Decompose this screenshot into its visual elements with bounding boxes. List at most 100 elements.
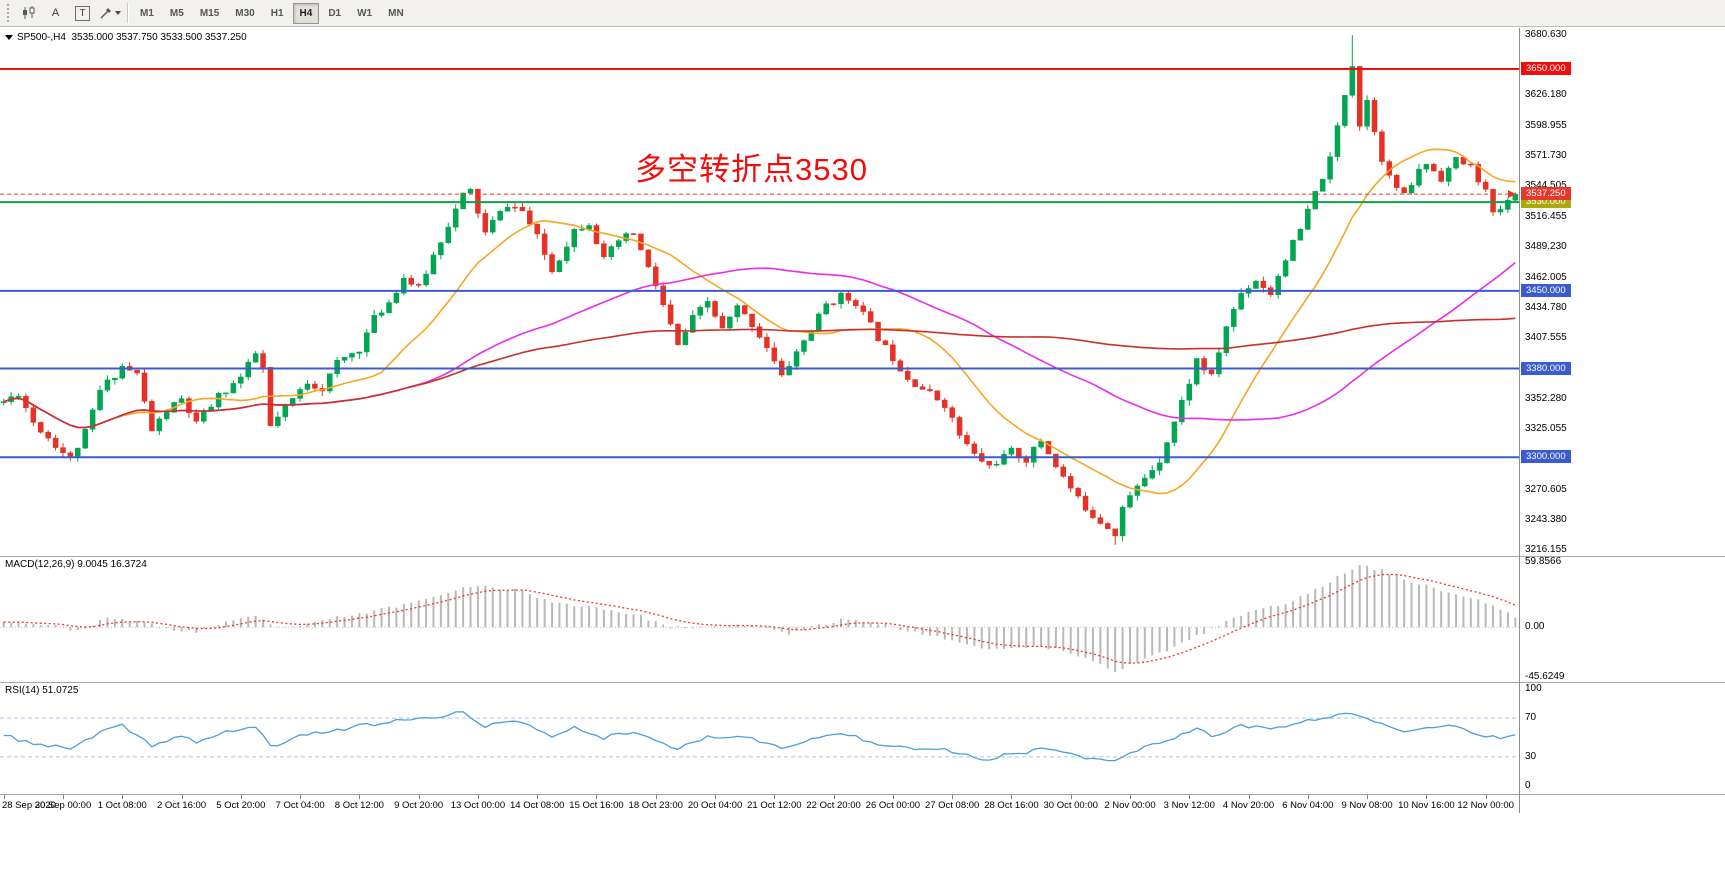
time-axis-label: 21 Oct 12:00 (747, 800, 802, 811)
time-axis-label: 12 Nov 00:00 (1457, 800, 1514, 811)
symbol-ohlc-text: SP500-,H4 3535.000 3537.750 3533.500 353… (17, 32, 247, 43)
time-axis-tick (1485, 795, 1487, 799)
price-axis[interactable]: 3680.630 3626.180 3598.955 3571.730 3544.505… (1520, 0, 1725, 892)
time-axis-tick (655, 795, 657, 799)
time-axis-tick (181, 795, 183, 799)
timeframe-h1[interactable]: H1 (270, 7, 284, 19)
time-axis-tick (1011, 795, 1013, 799)
macd-panel[interactable]: MACD(12,26,9) 9.0045 16.3724 (0, 557, 1519, 682)
time-axis-label: 18 Oct 23:00 (628, 800, 683, 811)
timeframe-m1[interactable]: M1 (140, 7, 154, 19)
time-axis-tick (1189, 795, 1191, 799)
textbox-tool-label: T (75, 5, 90, 21)
time-axis-label: 8 Oct 12:00 (334, 800, 384, 811)
price-axis-label: 3516.455 (1525, 211, 1567, 223)
time-axis-label: 28 Oct 16:00 (984, 800, 1039, 811)
timeframe-m15[interactable]: M15 (199, 7, 220, 19)
time-axis-label: 22 Oct 20:00 (806, 800, 861, 811)
time-axis-label: 26 Oct 00:00 (865, 800, 921, 811)
time-axis-label: 14 Oct 08:00 (510, 800, 565, 811)
toolbar-drag-handle[interactable] (6, 3, 11, 23)
price-level-badge: 3380.000 (1521, 361, 1571, 375)
time-axis-tick (1129, 795, 1131, 799)
symbol-info-line: SP500-,H4 3535.000 3537.750 3533.500 353… (5, 32, 247, 43)
main-chart[interactable]: SP500-,H4 3535.000 3537.750 3533.500 353… (0, 28, 1519, 556)
time-axis-label: 13 Oct 00:00 (450, 800, 506, 811)
rsi-axis-label: 0 (1525, 780, 1531, 791)
panel-splitter[interactable] (0, 682, 1725, 683)
price-axis-label: 3407.555 (1525, 331, 1567, 343)
timeframe-w1[interactable]: W1 (357, 7, 373, 19)
axis-separator (1519, 28, 1520, 813)
time-axis-tick (715, 795, 717, 799)
time-axis-label: 4 Nov 20:00 (1222, 800, 1275, 811)
price-level-badge: 3537.250 (1521, 187, 1571, 201)
time-axis-label: 6 Nov 04:00 (1282, 800, 1334, 811)
price-axis-label: 3626.180 (1525, 89, 1567, 101)
rsi-label: RSI(14) 51.0725 (5, 685, 79, 696)
symbol-caret-icon[interactable] (5, 35, 13, 40)
timeframe-toolbar: M1 M5 M15 M30 H1 H4 D1 W1 MN (132, 2, 412, 24)
price-axis-label: 3216.155 (1525, 544, 1567, 556)
macd-axis-label: 0.00 (1525, 621, 1545, 633)
chart-annotation-text: 多空转折点3530 (635, 152, 868, 187)
current-price-marker (1508, 190, 1516, 199)
price-axis-label: 3352.280 (1525, 393, 1567, 405)
top-toolbar: A T M1 M5 M15 M30 H1 H4 D1 W1 MN (0, 0, 1725, 27)
time-axis-tick (300, 795, 302, 799)
macd-axis-label: -45.6249 (1525, 671, 1565, 682)
drawing-tools-button[interactable] (97, 2, 122, 25)
time-axis-tick (774, 795, 776, 799)
time-axis-tick (240, 795, 242, 799)
time-axis-label: 2 Oct 16:00 (156, 800, 207, 811)
time-axis-label: 7 Oct 04:00 (275, 800, 325, 811)
textbox-tool-button[interactable]: T (70, 2, 95, 25)
time-axis-tick (62, 795, 64, 799)
price-axis-label: 3598.955 (1525, 119, 1567, 131)
price-axis-label: 3544.505 (1525, 180, 1567, 192)
candlestick-chart (0, 35, 1519, 545)
time-axis-label: 27 Oct 08:00 (924, 800, 980, 811)
time-axis-label: 9 Oct 20:00 (394, 800, 444, 811)
time-axis-tick (477, 795, 479, 799)
time-axis-label: 9 Nov 08:00 (1341, 800, 1393, 811)
time-axis-tick (122, 795, 124, 799)
panel-splitter[interactable] (0, 794, 1725, 795)
timeframe-mn[interactable]: MN (388, 7, 404, 19)
ma-slow (3, 317, 1516, 429)
time-axis-label: 20 Oct 04:00 (687, 800, 743, 811)
timeframe-d1[interactable]: D1 (328, 7, 342, 19)
timeframe-h4[interactable]: H4 (292, 2, 320, 24)
time-axis[interactable]: 28 Sep 2020 30 Sep 00:00 1 Oct 08:00 2 Oct … (0, 795, 1519, 813)
rsi-panel[interactable]: RSI(14) 51.0725 (0, 683, 1519, 794)
time-axis-tick (1307, 795, 1309, 799)
text-tool-label: A (51, 7, 60, 19)
time-axis-tick (418, 795, 420, 799)
time-axis-label: 30 Oct 00:00 (1043, 800, 1098, 811)
ma-fast (3, 148, 1516, 495)
panel-splitter[interactable] (0, 556, 1725, 557)
timeframe-m30[interactable]: M30 (235, 7, 255, 19)
time-axis-tick (359, 795, 361, 799)
price-axis-label: 3434.780 (1525, 301, 1567, 313)
price-level-badge: 3300.000 (1521, 450, 1571, 464)
time-axis-tick (1426, 795, 1428, 799)
time-axis-tick (1070, 795, 1072, 799)
time-axis-label: 15 Oct 16:00 (569, 800, 624, 811)
rsi-line (3, 711, 1516, 762)
text-tool-button[interactable]: A (43, 2, 68, 25)
price-axis-label: 3325.055 (1525, 423, 1567, 435)
price-axis-label: 3489.230 (1525, 241, 1567, 253)
toolbar-separator (127, 3, 128, 23)
price-axis-label: 3571.730 (1525, 149, 1567, 161)
time-axis-tick (1248, 795, 1250, 799)
time-axis-label: 1 Oct 08:00 (97, 800, 147, 811)
chevron-down-icon (114, 11, 121, 15)
macd-label: MACD(12,26,9) 9.0045 16.3724 (5, 559, 147, 570)
price-axis-label: 3270.605 (1525, 483, 1567, 495)
time-axis-tick (1367, 795, 1369, 799)
price-level-badge: 3450.000 (1521, 283, 1571, 297)
timeframe-m5[interactable]: M5 (169, 7, 184, 19)
time-axis-tick (596, 795, 598, 799)
chart-type-button[interactable] (16, 2, 41, 25)
